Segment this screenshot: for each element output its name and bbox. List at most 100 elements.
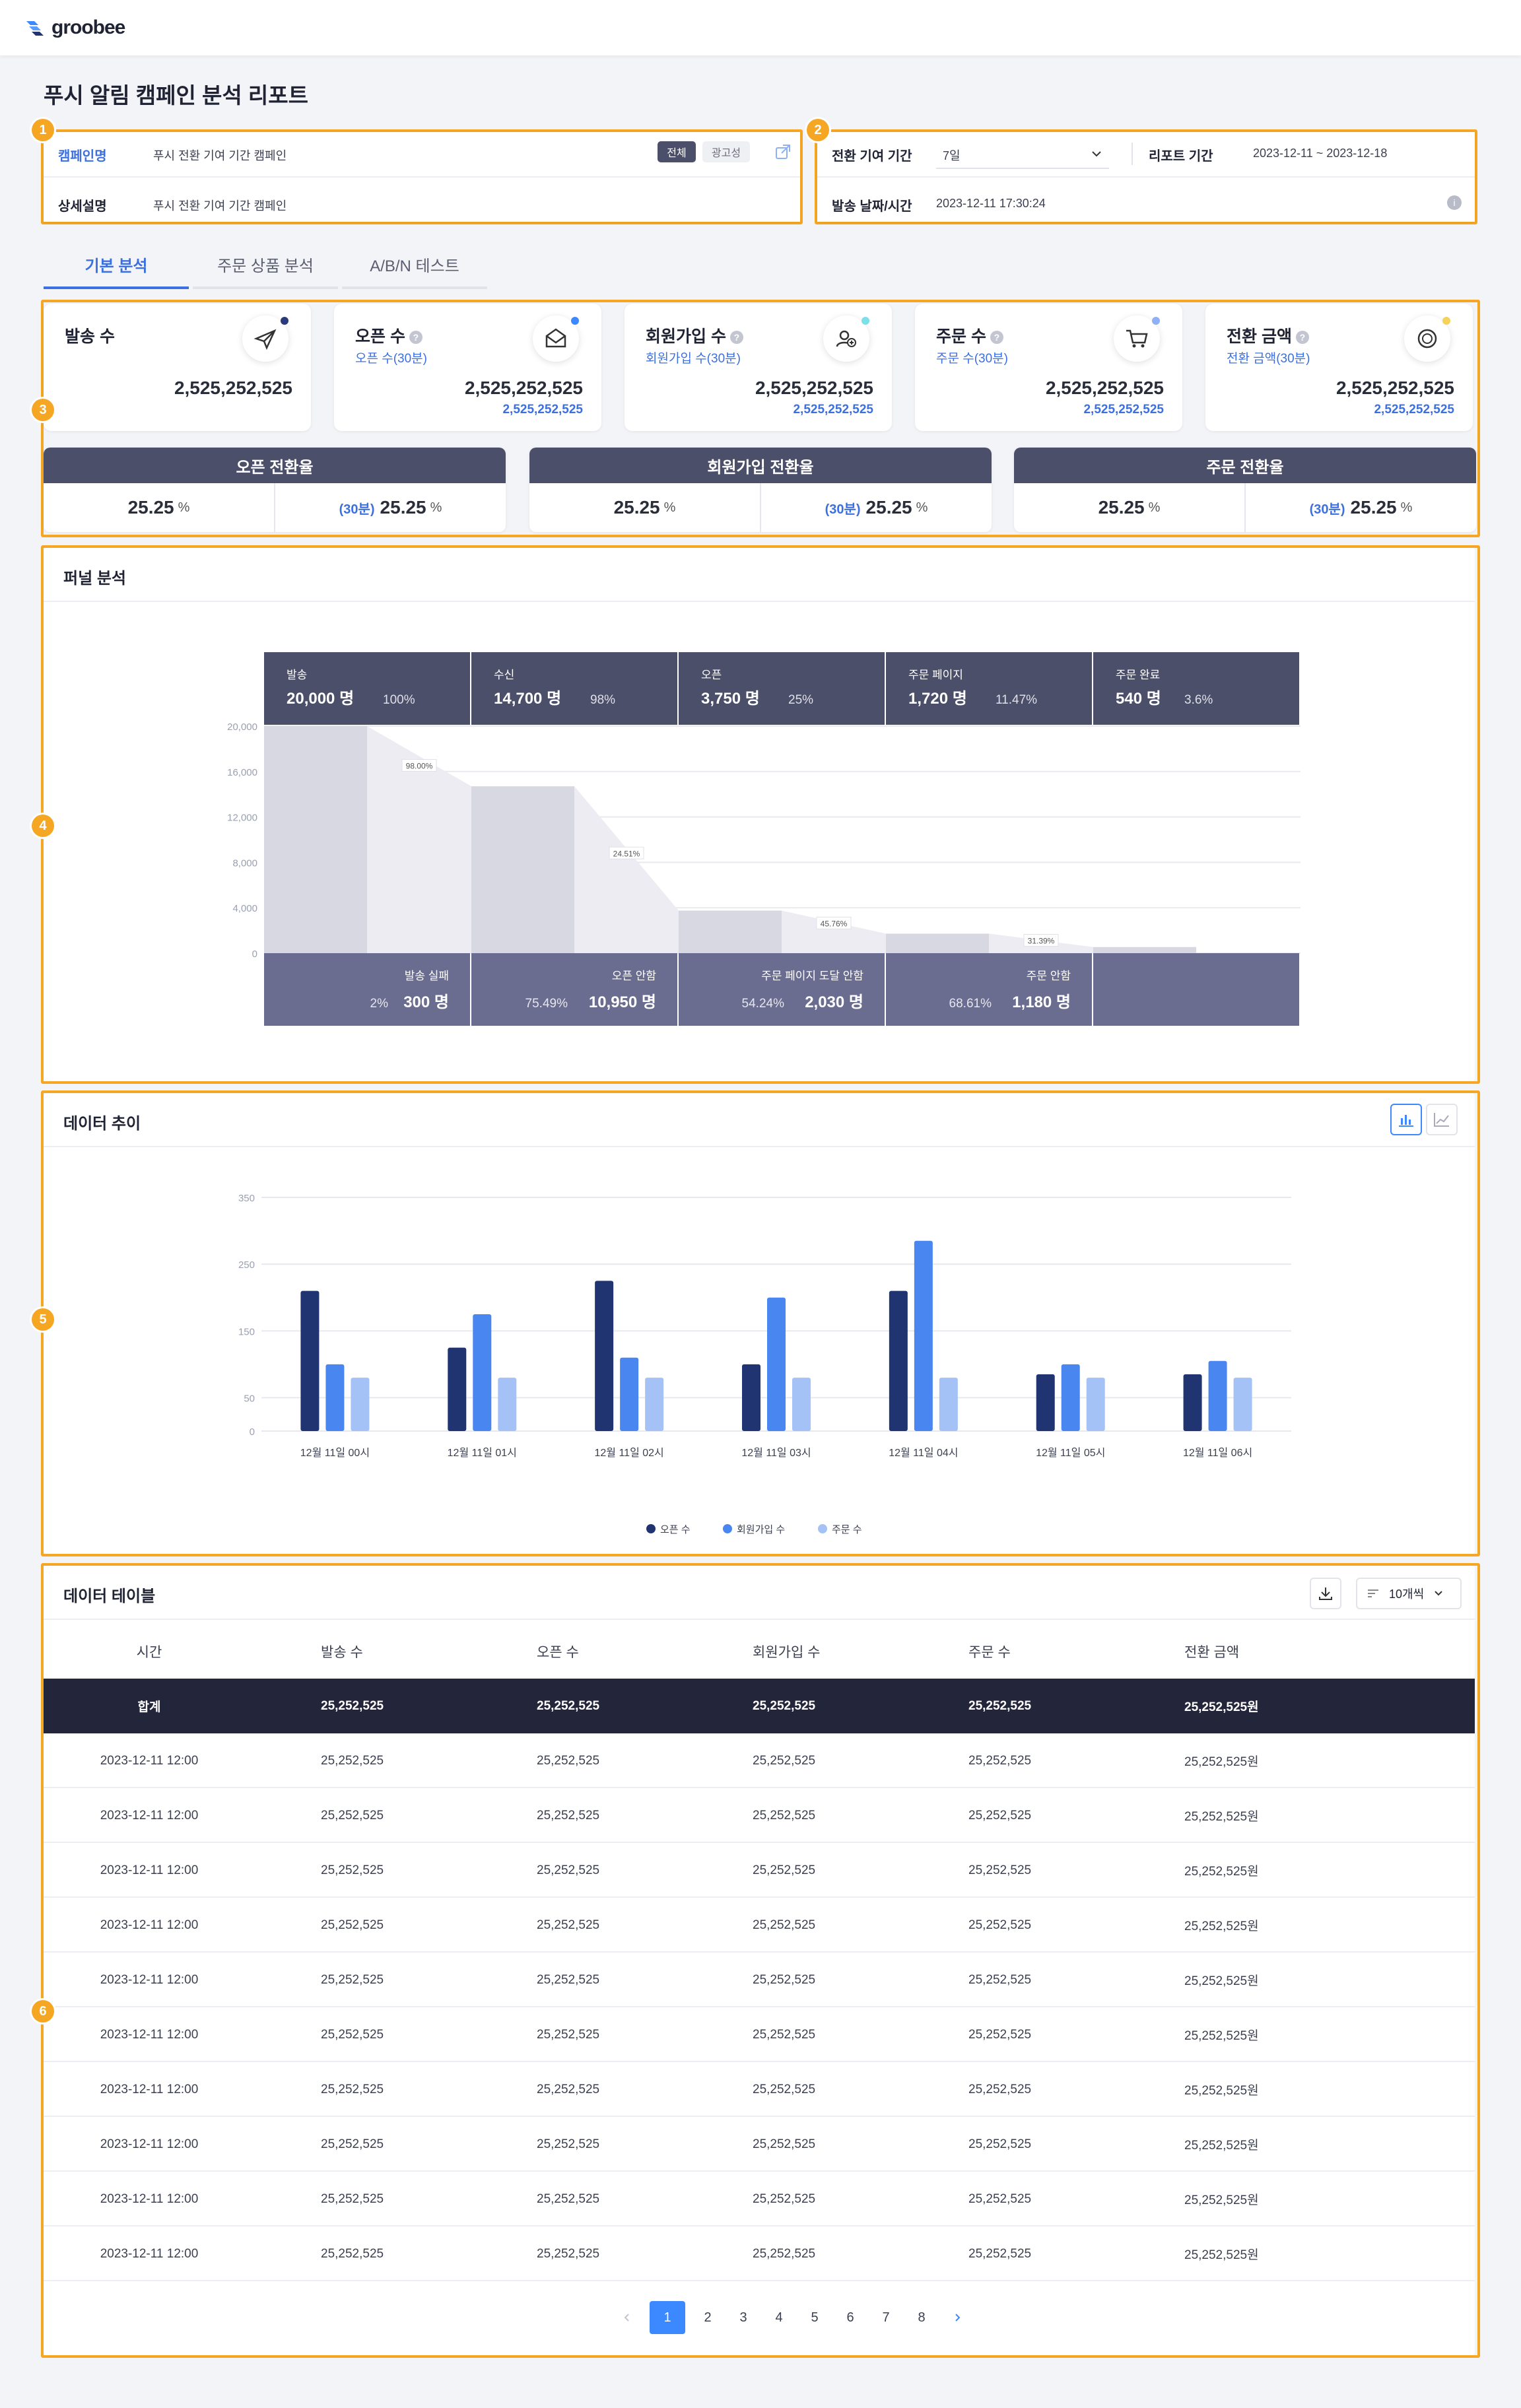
paper-plane-icon	[242, 316, 288, 362]
trend-x-tick: 12월 11일 05시	[1036, 1447, 1105, 1459]
bar-chart-toggle-icon[interactable]	[1390, 1104, 1422, 1135]
table-cell: 25,252,525	[753, 1863, 816, 1877]
trend-y-tick: 150	[238, 1326, 255, 1337]
trend-bar	[498, 1378, 517, 1431]
table-cell: 25,252,525원	[1184, 2193, 1259, 2207]
table-cell: 2023-12-11 12:00	[100, 2082, 199, 2096]
download-icon[interactable]	[1310, 1578, 1341, 1609]
sent-datetime-label: 발송 날짜/시간	[832, 199, 912, 214]
kpi-title: 발송 수	[65, 327, 115, 346]
table-cell: 25,252,525	[321, 2246, 384, 2261]
page-button[interactable]: 8	[918, 2310, 926, 2325]
table-cell: 25,252,525원	[1184, 2248, 1259, 2262]
funnel-drop-count: 10,950 명	[589, 993, 656, 1011]
page-size-select[interactable]: 10개씩	[1356, 1578, 1462, 1609]
conversion-period-select[interactable]: 7일	[936, 137, 1109, 169]
trend-bar	[448, 1347, 467, 1431]
campaign-info-card: 캠페인명 푸시 전환 기여 기간 캠페인 전체 광고성 상세설명 푸시 전환 기…	[44, 132, 800, 222]
kpi-value-30m: 2,525,252,525	[793, 403, 873, 417]
legend-label: 회원가입 수	[737, 1524, 785, 1535]
info-icon[interactable]: i	[1447, 195, 1462, 210]
trend-bar	[620, 1357, 639, 1431]
funnel-drop-name: 주문 안함	[1027, 970, 1071, 982]
help-icon[interactable]: ?	[990, 331, 1003, 344]
table-cell: 2023-12-11 12:00	[100, 2027, 199, 2042]
funnel-drop-name: 오픈 안함	[612, 970, 657, 982]
open-rate-value: 25.25	[127, 497, 174, 518]
page-button[interactable]: 3	[739, 2310, 747, 2325]
tab-order-product-analysis[interactable]: 주문 상품 분석	[193, 242, 338, 289]
tag-all[interactable]: 전체	[658, 141, 696, 162]
kpi-value-30m: 2,525,252,525	[1083, 403, 1164, 417]
legend-marker	[818, 1524, 827, 1533]
signup-rate-card: 회원가입 전환율 25.25% (30분) 25.25%	[529, 448, 992, 532]
funnel-connector	[574, 786, 679, 953]
help-icon[interactable]: ?	[409, 331, 422, 344]
table-cell: 25,252,525원	[1184, 1700, 1259, 1714]
funnel-drop-pct: 2%	[370, 997, 389, 1011]
section-badge-5: 5	[32, 1308, 54, 1331]
trend-bar	[767, 1297, 786, 1431]
prev-page-icon[interactable]	[614, 2301, 640, 2334]
trend-bar	[351, 1378, 370, 1431]
trend-bar	[645, 1378, 664, 1431]
funnel-title: 퍼널 분석	[63, 570, 126, 587]
table-cell: 주문 수	[968, 1644, 1011, 1660]
table-row: 2023-12-11 12:00 25,252,525 25,252,525 25,2…	[44, 1843, 1475, 1898]
table-cell: 2023-12-11 12:00	[100, 1918, 199, 1932]
page-button[interactable]: 1	[650, 2301, 685, 2334]
sort-icon	[1368, 1589, 1378, 1597]
funnel-drop-count: 300 명	[403, 993, 449, 1011]
open-rate-30m-unit: %	[430, 500, 442, 515]
table-cell: 25,252,525	[537, 1808, 600, 1823]
table-cell: 25,252,525원	[1184, 1755, 1259, 1769]
page-button[interactable]: 5	[811, 2310, 819, 2325]
help-icon[interactable]: ?	[729, 331, 743, 344]
next-page-icon[interactable]	[944, 2301, 970, 2334]
table-row: 2023-12-11 12:00 25,252,525 25,252,525 25,2…	[44, 2117, 1475, 2172]
table-cell: 25,252,525	[537, 2137, 600, 2151]
tag-ad[interactable]: 광고성	[702, 141, 750, 162]
funnel-stage-header	[471, 652, 677, 725]
page-button[interactable]: 2	[704, 2310, 712, 2325]
help-icon[interactable]: ?	[1295, 331, 1309, 344]
table-cell: 25,252,525	[321, 2027, 384, 2042]
logo-icon	[26, 21, 44, 36]
tab-abn-test[interactable]: A/B/N 테스트	[342, 242, 487, 289]
page-button[interactable]: 4	[775, 2310, 783, 2325]
envelope-open-icon	[533, 316, 579, 362]
funnel-transition-label-bg	[609, 846, 644, 859]
table-cell: 25,252,525	[537, 1972, 600, 1987]
trend-bar	[914, 1240, 933, 1431]
kpi-card-signup: 회원가입 수? 회원가입 수(30분) 2,525,252,525 2,525,252…	[625, 304, 892, 431]
funnel-stage-name: 수신	[494, 669, 514, 681]
funnel-drop-pct: 75.49%	[525, 997, 568, 1011]
order-rate-card: 주문 전환율 25.25% (30분) 25.25%	[1014, 448, 1476, 532]
table-cell: 25,252,525	[753, 2137, 816, 2151]
kpi-card-open: 오픈 수? 오픈 수(30분) 2,525,252,525 2,525,252,525	[334, 304, 601, 431]
page-button[interactable]: 7	[882, 2310, 890, 2325]
conversion-info-card: 전환 기여 기간 7일 리포트 기간 2023-12-11 ~ 2023-12-…	[817, 132, 1475, 222]
trend-bar	[889, 1290, 908, 1431]
table-cell: 25,252,525	[968, 1972, 1032, 1987]
table-cell: 25,252,525	[968, 2137, 1032, 2151]
table-cell: 25,252,525	[753, 2246, 816, 2261]
section-badge-3: 3	[32, 399, 54, 421]
open-rate-30m-value: 25.25	[380, 497, 426, 518]
tab-basic-analysis[interactable]: 기본 분석	[44, 242, 189, 289]
line-chart-toggle-icon[interactable]	[1426, 1104, 1458, 1135]
table-cell: 25,252,525	[753, 1753, 816, 1768]
table-cell: 2023-12-11 12:00	[100, 2191, 199, 2206]
section-badge-2: 2	[807, 119, 829, 141]
external-link-icon[interactable]	[774, 143, 792, 161]
funnel-stage-header	[886, 652, 1092, 725]
page-button[interactable]: 6	[846, 2310, 854, 2325]
table-cell: 25,252,525	[537, 2027, 600, 2042]
trend-bar	[1061, 1364, 1080, 1431]
funnel-transition-label-bg	[401, 759, 437, 772]
table-header-row: 시간 발송 수 오픈 수 회원가입 수 주문 수 전환 금액	[44, 1624, 1475, 1679]
trend-bar	[1208, 1360, 1227, 1431]
table-cell: 25,252,525원	[1184, 1974, 1259, 1988]
table-cell: 25,252,525	[753, 2027, 816, 2042]
logo[interactable]: groobee	[25, 16, 125, 40]
